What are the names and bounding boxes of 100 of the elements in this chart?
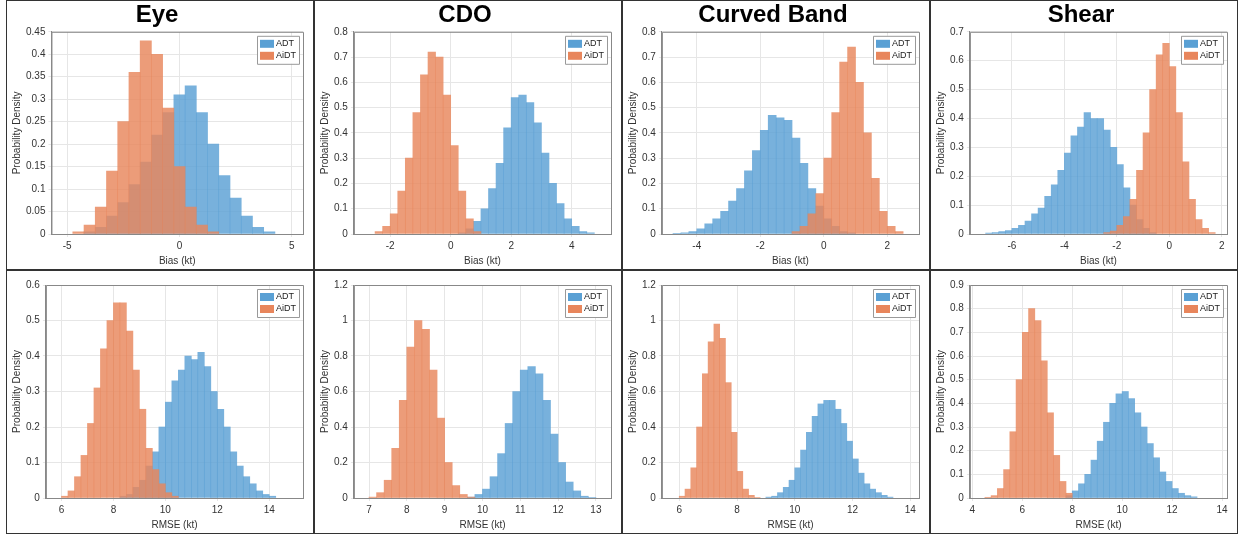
legend-label: AiDT [1200,303,1221,314]
legend-label: ADT [584,38,603,49]
chart-title: Eye [135,0,179,28]
y-tick-label: 0.6 [642,385,657,397]
x-tick-label: 8 [404,503,411,515]
x-tick-label: 2 [508,239,515,251]
y-tick-label: 0.8 [950,302,965,314]
y-tick-label: 0.7 [950,25,965,37]
x-tick-label: 6 [58,503,65,515]
y-tick-label: 0.3 [950,420,965,432]
x-tick-label: 8 [110,503,117,515]
y-tick-label: 0.8 [642,349,657,361]
y-tick-label: 0.6 [950,349,965,361]
y-tick-label: 0.4 [642,126,657,138]
x-tick-label: -2 [755,239,766,251]
x-tick-label: 14 [263,503,276,515]
y-tick-label: 0 [39,227,46,239]
y-axis-title: Probability Density [318,350,330,433]
x-axis-title: Bias (kt) [158,254,196,266]
y-tick-label: 0.25 [25,115,46,127]
y-tick-label: 0.5 [26,314,41,326]
x-tick-label: 12 [211,503,224,515]
x-tick-label: 6 [676,503,683,515]
y-tick-label: 0.4 [950,112,965,124]
y-axis-title: Probability Density [318,91,330,175]
x-tick-label: 12 [1166,503,1179,515]
y-tick-label: 0.6 [950,54,965,66]
y-axis-title: Probability Density [934,350,946,433]
legend-label: ADT [276,38,295,49]
x-tick-label: 4 [568,239,575,251]
y-tick-label: 0.2 [642,456,657,468]
legend-label: ADT [584,291,603,302]
x-tick-label: -4 [692,239,702,251]
y-tick-label: 0.4 [31,48,46,60]
y-tick-label: 0.4 [334,420,349,432]
legend-label: ADT [892,38,911,49]
y-tick-label: 0.5 [334,101,349,113]
y-tick-label: 0 [342,491,349,503]
y-tick-label: 0.4 [334,126,349,138]
y-tick-label: 1 [650,314,657,326]
legend-label: AiDT [584,50,605,61]
y-tick-label: 0.8 [334,25,349,37]
y-tick-label: 0.2 [950,169,965,181]
legend-label: AiDT [276,303,297,314]
x-tick-label: 6 [1019,503,1026,515]
x-tick-label: 4 [969,503,976,515]
y-tick-label: 0.3 [26,385,41,397]
x-tick-label: 14 [1216,503,1229,515]
y-tick-label: 0.9 [950,278,965,290]
x-axis-title: RMSE (kt) [151,518,198,530]
y-tick-label: 0.1 [26,456,41,468]
y-axis-title: Probability Density [626,350,638,433]
x-axis-title: RMSE (kt) [767,518,814,530]
x-tick-label: 10 [159,503,172,515]
y-tick-label: 0 [650,491,657,503]
y-tick-label: 0.3 [31,92,46,104]
x-tick-label: 0 [176,239,183,251]
x-tick-label: -2 [1112,239,1122,251]
x-tick-label: 14 [904,503,917,515]
y-tick-label: 0.2 [950,444,965,456]
y-tick-label: 0.3 [334,151,349,163]
legend-label: AiDT [584,303,605,314]
y-tick-label: 0.1 [950,198,965,210]
y-tick-label: 0.4 [950,397,965,409]
x-tick-label: 7 [366,503,373,515]
x-tick-label: 8 [734,503,741,515]
y-tick-label: 0.35 [25,70,46,82]
x-tick-label: 2 [1218,239,1225,251]
y-tick-label: 0.4 [26,349,41,361]
x-tick-label: 2 [884,239,891,251]
y-tick-label: 0 [958,227,965,239]
x-tick-label: 10 [1116,503,1129,515]
x-tick-label: 9 [441,503,448,515]
y-axis-title: Probability Density [934,91,946,175]
x-tick-label: -6 [1007,239,1017,251]
x-tick-label: 10 [476,503,489,515]
x-axis-title: Bias (kt) [772,254,809,266]
y-tick-label: 0.8 [642,25,657,37]
y-tick-label: 0.5 [950,83,965,95]
y-tick-label: 0.6 [334,76,349,88]
y-tick-label: 0 [650,227,657,239]
y-tick-label: 1.2 [334,278,349,290]
y-tick-label: 0 [342,227,349,239]
y-tick-label: 1.2 [642,278,657,290]
y-tick-label: 0.2 [334,177,349,189]
legend-label: AiDT [892,303,913,314]
y-tick-label: 0.45 [25,25,46,37]
x-axis-title: Bias (kt) [1080,254,1117,266]
y-tick-label: 1 [342,314,349,326]
y-tick-label: 0.6 [334,385,349,397]
chart-title: Curved Band [698,0,848,28]
y-tick-label: 0.7 [334,50,349,62]
y-axis-title: Probability Density [10,91,22,175]
x-axis-title: Bias (kt) [464,254,501,266]
y-tick-label: 0.2 [642,177,657,189]
y-tick-label: 0.15 [25,160,46,172]
x-tick-label: -5 [62,239,73,251]
chart-title: Shear [1047,0,1115,28]
y-tick-label: 0.6 [26,278,41,290]
y-tick-label: 0.7 [642,50,657,62]
